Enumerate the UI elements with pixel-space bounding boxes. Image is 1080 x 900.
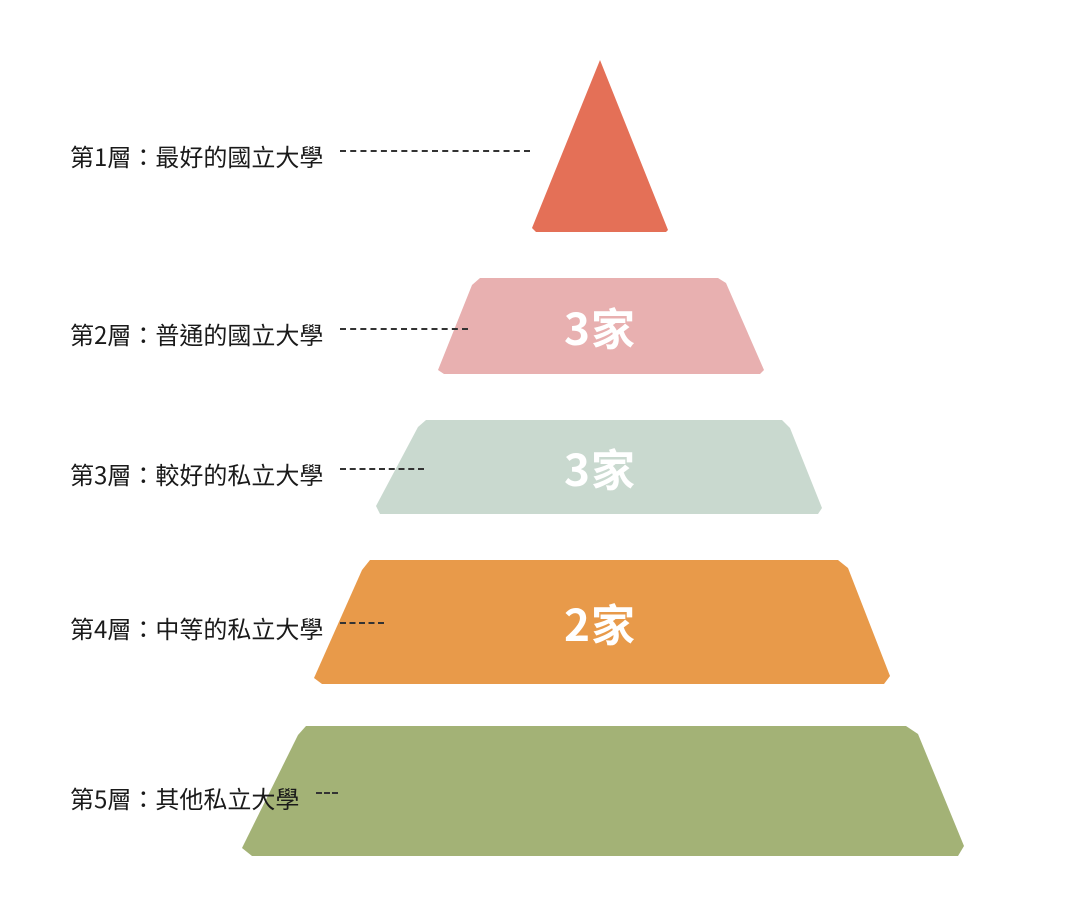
tier-4-value: 2家	[564, 590, 636, 654]
tier-2-value: 3家	[564, 294, 636, 358]
pyramid-diagram: 第1層：最好的國立大學 第2層：普通的國立大學 第3層：較好的私立大學 第4層：…	[0, 0, 1080, 900]
pyramid-layer-5	[242, 726, 964, 856]
tier-5-label: 第5層：其他私立大學	[70, 780, 299, 815]
tier-2-dash	[340, 328, 468, 330]
tier-2-label: 第2層：普通的國立大學	[70, 316, 323, 351]
pyramid-svg	[0, 0, 1080, 900]
tier-3-dash	[340, 468, 424, 470]
tier-5-dash	[316, 792, 338, 794]
tier-1-label: 第1層：最好的國立大學	[70, 138, 323, 173]
pyramid-layer-1	[532, 60, 668, 232]
tier-3-value: 3家	[564, 435, 636, 499]
tier-4-label: 第4層：中等的私立大學	[70, 610, 323, 645]
tier-3-label: 第3層：較好的私立大學	[70, 456, 323, 491]
tier-1-dash	[340, 150, 530, 152]
tier-4-dash	[340, 622, 384, 624]
